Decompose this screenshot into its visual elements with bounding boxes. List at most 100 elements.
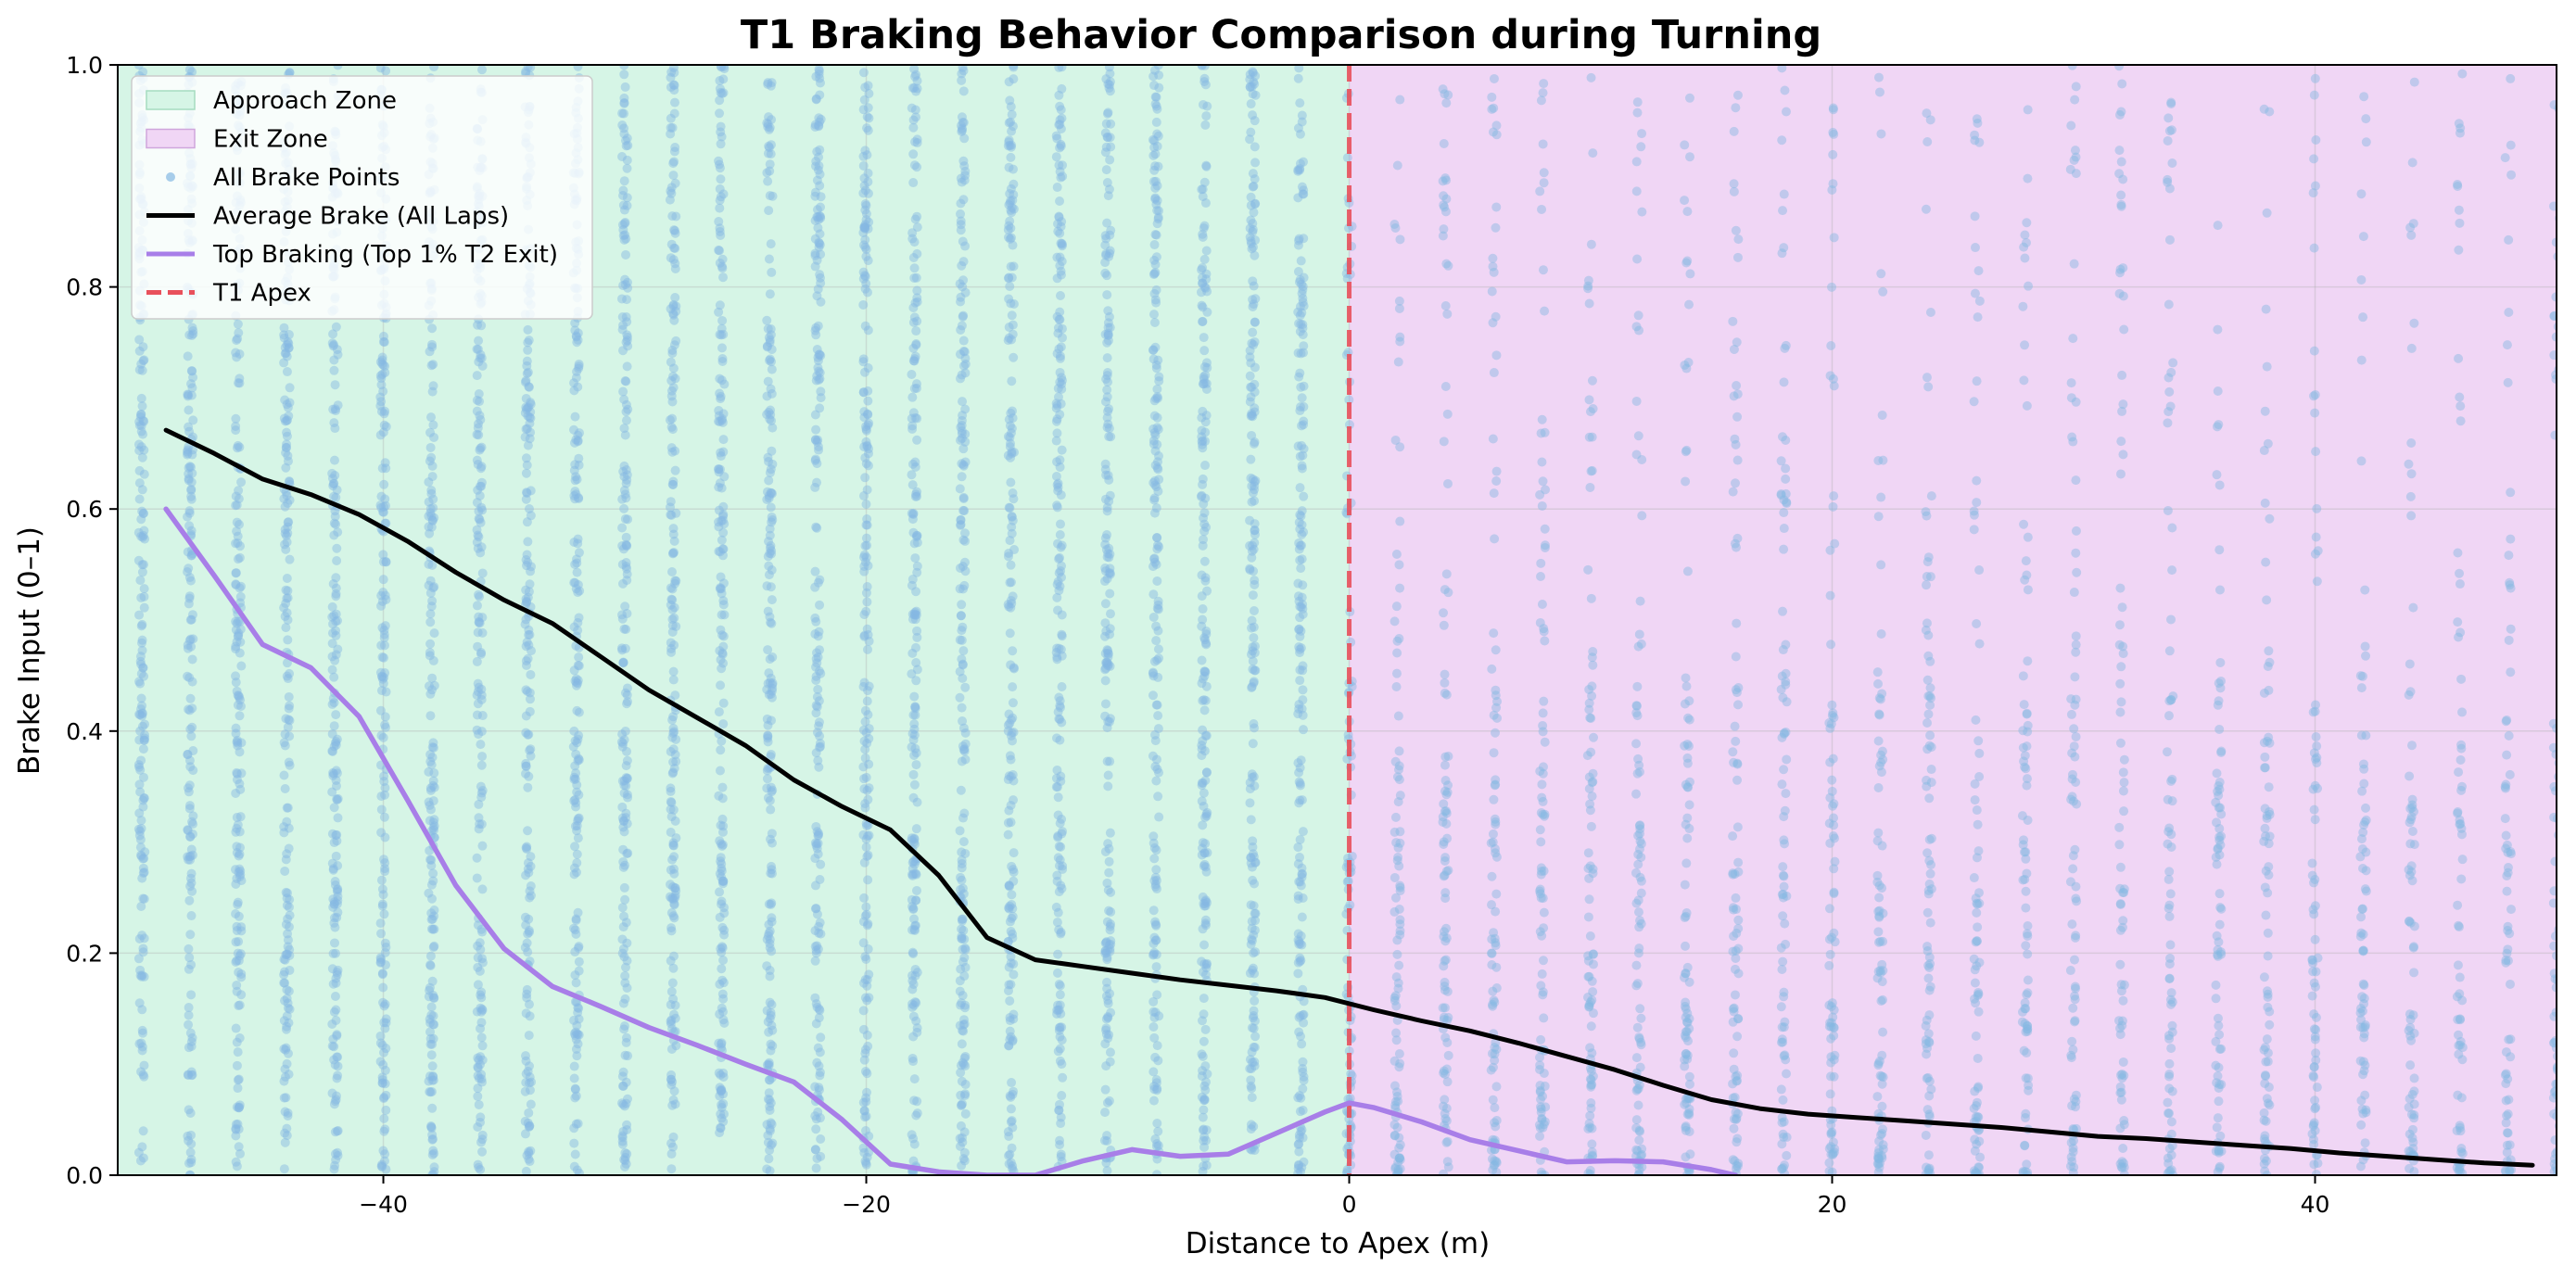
brake-point [285, 715, 295, 726]
brake-point [426, 412, 437, 423]
brake-point [1247, 546, 1257, 556]
brake-point [1055, 1135, 1065, 1146]
brake-point [327, 1041, 337, 1051]
brake-point [473, 485, 483, 495]
brake-point [1057, 217, 1067, 227]
brake-point [1245, 778, 1255, 788]
brake-point [476, 1052, 486, 1062]
brake-point [1246, 900, 1256, 910]
brake-point [1438, 231, 1448, 241]
brake-point [1440, 382, 1451, 392]
brake-point [184, 780, 195, 791]
brake-point [1152, 196, 1162, 206]
brake-point [957, 1133, 967, 1143]
brake-point [1005, 881, 1015, 892]
brake-point [666, 67, 677, 77]
brake-point [765, 1166, 775, 1175]
brake-point [1148, 345, 1159, 355]
brake-point [1106, 119, 1116, 129]
brake-point [377, 899, 387, 909]
brake-point [281, 623, 291, 633]
brake-point [574, 453, 584, 463]
brake-point [137, 645, 147, 655]
brake-point [231, 1124, 241, 1134]
brake-point [666, 865, 676, 875]
brake-point [428, 823, 438, 833]
brake-point [426, 361, 437, 371]
brake-point [621, 1159, 631, 1169]
brake-point [1199, 859, 1210, 869]
brake-point [1342, 153, 1352, 163]
brake-point [376, 875, 387, 885]
brake-point [428, 876, 438, 886]
brake-point [1151, 884, 1161, 894]
brake-point [959, 161, 970, 171]
brake-point [375, 1057, 386, 1067]
brake-point [811, 424, 821, 435]
brake-point [424, 681, 434, 691]
brake-point [813, 362, 823, 373]
brake-point [377, 1159, 387, 1170]
brake-point [1199, 374, 1209, 384]
brake-point [1150, 729, 1161, 740]
brake-point [1057, 323, 1067, 334]
brake-point [330, 991, 340, 1001]
brake-point [282, 416, 292, 426]
brake-point [1101, 165, 1111, 175]
brake-point [476, 442, 487, 452]
brake-point [1248, 227, 1258, 237]
brake-point [329, 340, 339, 350]
brake-point [283, 929, 293, 939]
brake-point [858, 978, 869, 988]
brake-point [329, 838, 339, 848]
brake-point [1153, 214, 1163, 224]
brake-point [1295, 631, 1305, 641]
brake-point [860, 1156, 870, 1166]
brake-point [139, 735, 149, 745]
brake-point [569, 1161, 579, 1171]
brake-point [186, 731, 197, 741]
brake-point [329, 355, 339, 365]
brake-point [379, 625, 389, 635]
brake-point [187, 886, 197, 896]
brake-point [281, 442, 291, 452]
brake-point [619, 176, 629, 186]
brake-point [474, 513, 484, 524]
brake-point [1009, 776, 1019, 786]
brake-point [863, 794, 873, 804]
brake-point [187, 1070, 197, 1080]
brake-point [186, 959, 197, 969]
brake-point [233, 1119, 243, 1129]
brake-point [574, 956, 584, 967]
brake-point [134, 1039, 145, 1049]
brake-point [1295, 368, 1305, 378]
brake-point [235, 711, 245, 721]
brake-point [183, 1070, 193, 1080]
brake-point [1393, 842, 1403, 853]
brake-point [183, 783, 193, 793]
brake-point [1149, 947, 1160, 957]
brake-point [1198, 604, 1208, 614]
brake-point [188, 766, 198, 776]
brake-point [1249, 677, 1259, 687]
brake-point [425, 845, 435, 855]
brake-point [136, 1067, 146, 1077]
brake-point [184, 943, 194, 954]
brake-point [186, 1067, 197, 1077]
brake-point [1247, 411, 1257, 421]
brake-point [667, 715, 678, 725]
brake-point [1198, 1112, 1208, 1122]
brake-point [573, 1039, 583, 1049]
brake-point [281, 855, 291, 865]
brake-point [1100, 1084, 1110, 1095]
brake-point [236, 876, 247, 886]
brake-point [331, 322, 341, 332]
brake-point [235, 949, 246, 959]
brake-point [235, 1100, 245, 1110]
brake-point [327, 787, 337, 797]
brake-point [234, 1124, 244, 1134]
brake-point [1249, 605, 1259, 615]
brake-point [1006, 223, 1016, 234]
brake-point [184, 1010, 194, 1020]
brake-point [523, 337, 533, 348]
